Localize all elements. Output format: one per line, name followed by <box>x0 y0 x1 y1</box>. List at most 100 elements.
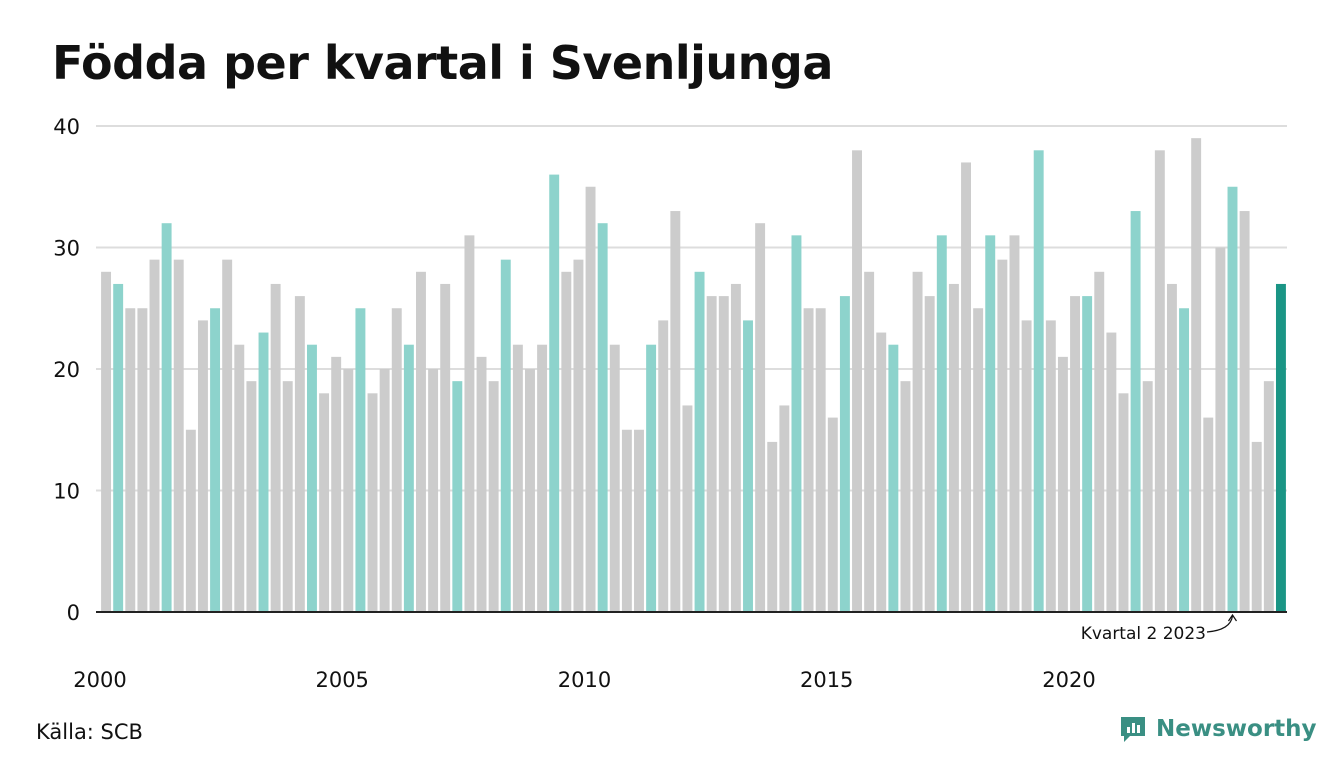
bar <box>549 174 560 612</box>
bar <box>355 308 366 612</box>
bar <box>379 369 390 612</box>
bar <box>428 369 439 612</box>
bar <box>1203 417 1214 612</box>
bar <box>1045 320 1056 612</box>
bar <box>767 441 778 612</box>
bar <box>270 283 281 612</box>
bar <box>791 235 802 612</box>
y-tick-label: 10 <box>53 480 80 504</box>
bar <box>525 369 535 612</box>
bar <box>1166 283 1177 612</box>
bar <box>1275 283 1286 612</box>
bar <box>1179 308 1190 612</box>
bar <box>936 235 947 612</box>
bar <box>464 235 475 612</box>
bar <box>101 271 112 612</box>
chart-title: Födda per kvartal i Svenljunga <box>52 36 833 90</box>
bar <box>1154 150 1165 613</box>
bar <box>864 271 875 612</box>
bar <box>1215 247 1226 612</box>
bar <box>1033 150 1044 613</box>
bar <box>1057 356 1068 612</box>
bar <box>815 308 826 612</box>
bar <box>173 259 184 612</box>
bar <box>488 381 499 612</box>
bar <box>367 393 378 612</box>
bar <box>900 381 911 612</box>
y-tick-label: 40 <box>53 115 80 139</box>
bar <box>730 283 741 612</box>
bar <box>1118 393 1129 612</box>
bar <box>634 429 644 612</box>
bar <box>1251 441 1262 612</box>
bar <box>852 150 862 613</box>
bar <box>997 259 1008 612</box>
bar <box>621 429 632 612</box>
y-axis-ticks: 0 10 20 30 40 <box>53 115 80 625</box>
bar <box>440 283 451 612</box>
bar <box>682 405 693 612</box>
bar <box>185 429 196 612</box>
bar <box>512 344 523 612</box>
bar <box>343 369 354 612</box>
bar <box>1082 296 1093 612</box>
bar <box>307 344 317 612</box>
bar <box>646 344 657 612</box>
bar <box>585 186 596 612</box>
bar <box>839 296 850 612</box>
bar <box>500 259 511 612</box>
x-tick-label: 2010 <box>558 668 611 692</box>
bar <box>609 344 620 612</box>
bar <box>476 356 487 612</box>
bar <box>331 356 342 612</box>
bar <box>743 320 753 612</box>
bar <box>125 308 136 612</box>
bar <box>137 308 148 612</box>
x-tick-label: 2005 <box>315 668 368 692</box>
bar <box>888 344 899 612</box>
bar <box>1227 186 1238 612</box>
bar <box>803 308 814 612</box>
bar <box>1009 235 1020 612</box>
bar <box>597 223 608 612</box>
source-label: Källa: SCB <box>36 720 143 744</box>
bar <box>319 393 330 612</box>
x-tick-label: 2000 <box>73 668 126 692</box>
bar <box>573 259 584 612</box>
bar <box>924 296 935 612</box>
bar <box>1070 296 1080 612</box>
bars <box>101 138 1286 613</box>
bar <box>985 235 996 612</box>
bar <box>210 308 221 612</box>
bar <box>222 259 233 612</box>
bar <box>779 405 790 612</box>
annotation-arrowhead <box>1227 613 1237 622</box>
bar <box>694 271 705 612</box>
bar <box>1239 211 1250 613</box>
bar <box>391 308 402 612</box>
bar <box>1106 332 1117 612</box>
x-tick-label: 2015 <box>800 668 853 692</box>
bar <box>1094 271 1105 612</box>
bar <box>1191 138 1202 612</box>
bar <box>912 271 923 612</box>
bar <box>961 162 971 612</box>
bar <box>876 332 887 612</box>
bar <box>246 381 257 612</box>
y-tick-label: 20 <box>53 358 80 382</box>
bar <box>706 296 717 612</box>
bar <box>718 296 729 612</box>
bar <box>670 211 681 613</box>
annotation: Kvartal 2 2023 <box>1081 613 1237 644</box>
bar <box>258 332 269 612</box>
bar <box>1021 320 1032 612</box>
annotation-arrow <box>1206 615 1234 633</box>
bar <box>537 344 548 612</box>
bar <box>197 320 208 612</box>
bar <box>113 283 124 612</box>
bar <box>234 344 245 612</box>
bar <box>161 223 172 612</box>
brand-logo[interactable]: Newsworthy <box>1118 714 1317 744</box>
newsworthy-icon <box>1121 717 1145 742</box>
x-tick-label: 2020 <box>1042 668 1095 692</box>
